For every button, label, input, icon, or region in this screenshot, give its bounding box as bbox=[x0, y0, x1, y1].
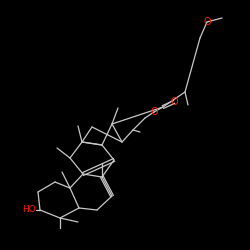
Text: O: O bbox=[203, 17, 211, 27]
Text: HO: HO bbox=[22, 206, 36, 214]
Text: O: O bbox=[150, 107, 158, 117]
Text: O: O bbox=[170, 97, 178, 107]
